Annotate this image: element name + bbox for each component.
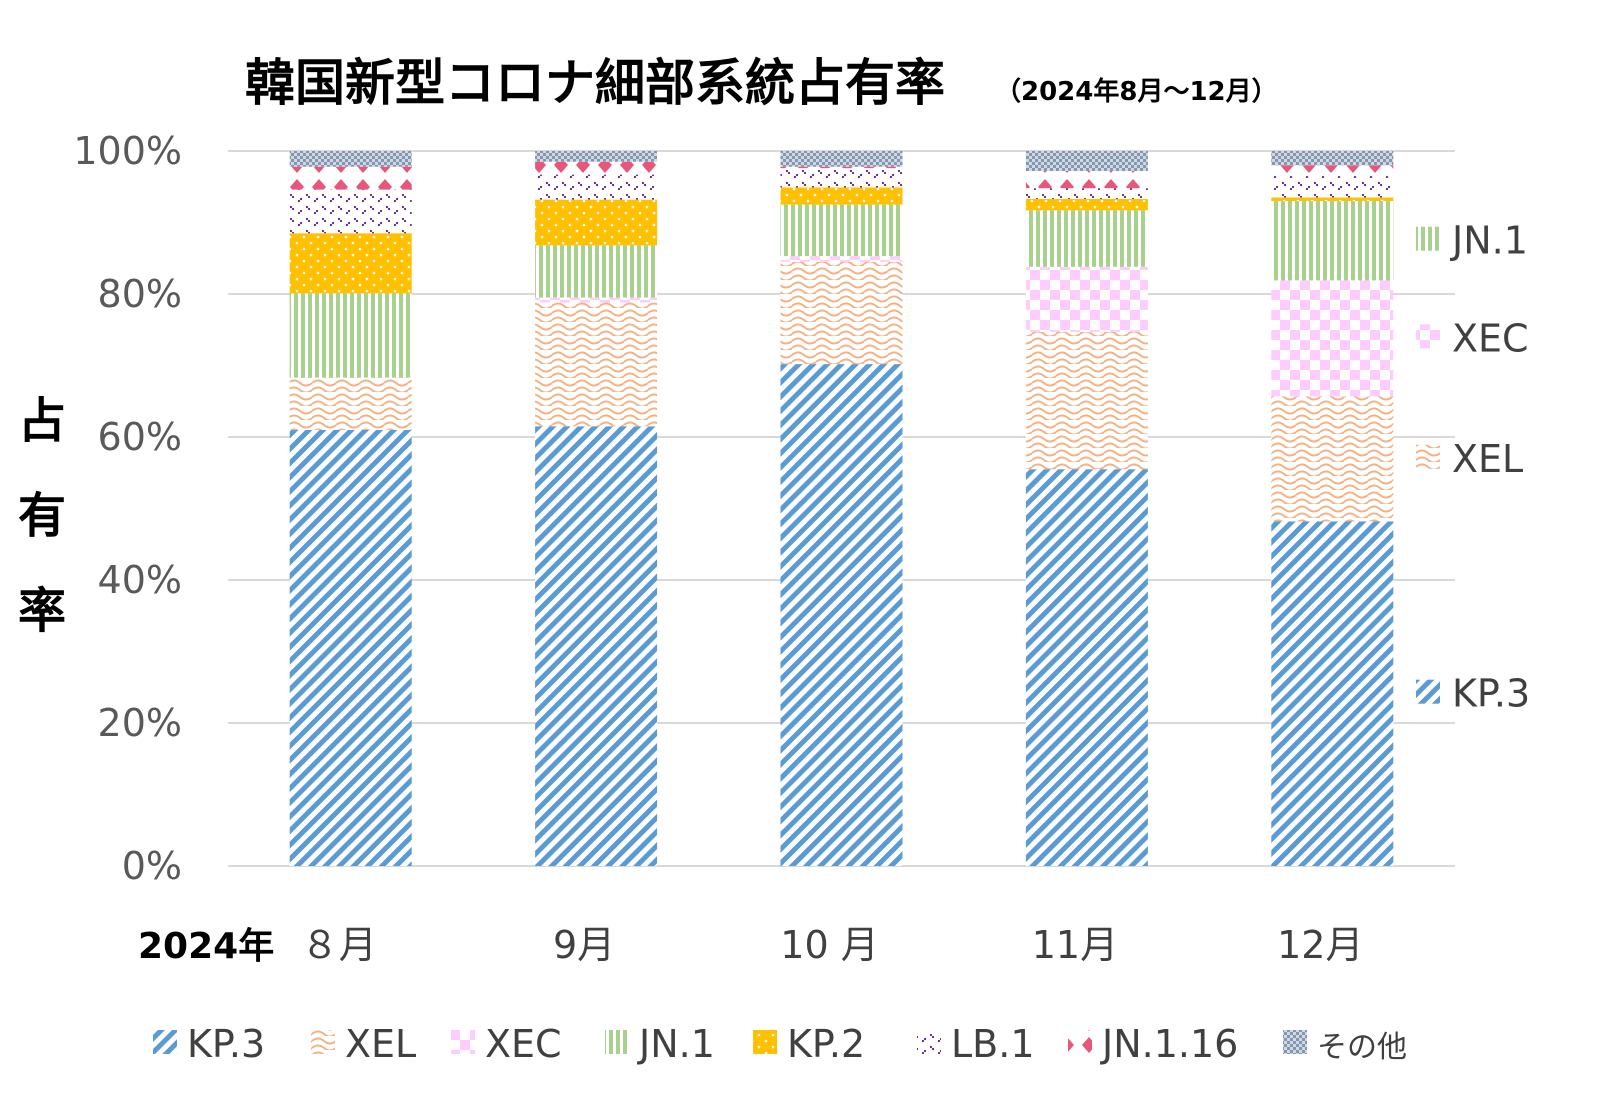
legend-label: JN.1 [637, 1022, 715, 1066]
bar-segment-kp-2 [535, 199, 658, 246]
bar-segment-jn-1 [535, 245, 658, 298]
bar-segment-xel [780, 261, 903, 365]
bar-segment-lb-1 [780, 168, 903, 188]
bar-segment-- [780, 151, 903, 167]
y-tick-labels: 0% 20% 40% 60% 80% 100% [73, 129, 182, 888]
end-labels: JN.1 XEC XEL KP.3 [1416, 219, 1530, 716]
bar-segment-- [1271, 151, 1394, 166]
legend-swatch [917, 1030, 941, 1054]
bar-segment-xec [535, 297, 658, 303]
x-tick-label: 11月 [1032, 923, 1118, 967]
y-axis-label-char: 占 [18, 393, 66, 449]
legend-label: その他 [1317, 1030, 1407, 1065]
bar-segment-kp-2 [780, 187, 903, 205]
legend-swatch [605, 1030, 629, 1054]
x-tick-labels: ８月 9月 10 月 11月 12月 [301, 923, 1364, 967]
y-tick-label: 60% [98, 415, 182, 459]
bar-segment-- [289, 151, 412, 167]
bar-segment-lb-1 [535, 174, 658, 200]
bar-segment-jn-1 [780, 204, 903, 257]
bars [289, 151, 1394, 866]
chart-subtitle: （2024年8月～12月） [995, 76, 1278, 107]
bar-segment-jn-1 [1025, 210, 1148, 267]
legend-label: KP.3 [187, 1022, 265, 1066]
legend-label: KP.2 [787, 1022, 865, 1066]
x-tick-label: 12月 [1277, 923, 1363, 967]
bar-segment-jn-1-16 [1271, 165, 1394, 177]
bar-segment-xel [1025, 331, 1148, 470]
bar-segment-xel [289, 377, 412, 430]
bar-segment-lb-1 [1025, 188, 1148, 199]
x-tick-label: 10 月 [780, 923, 878, 967]
end-label-text: XEL [1452, 437, 1523, 481]
bar-segment-jn-1-16 [535, 161, 658, 175]
bar-segment-xel [535, 302, 658, 427]
y-axis-label: 占有率 [18, 393, 66, 639]
x-tick-label: 9月 [553, 923, 615, 967]
legend-swatch [311, 1030, 335, 1054]
bar-segment-lb-1 [289, 189, 412, 234]
x-axis-year-prefix: 2024年 [138, 926, 274, 967]
bar-segment-xec [780, 256, 903, 262]
legend-swatch [153, 1030, 177, 1054]
bar-segment-jn-1-16 [780, 166, 903, 169]
bar-segment-xel [1271, 396, 1394, 522]
legend-swatch [451, 1030, 475, 1054]
bar-segment-lb-1 [1271, 176, 1394, 198]
bar-segment-jn-1 [289, 293, 412, 378]
bar-segment-- [1025, 151, 1148, 172]
end-label-text: XEC [1452, 316, 1529, 360]
legend-label: XEL [345, 1022, 416, 1066]
end-label-text: KP.3 [1452, 672, 1530, 716]
bar-segment-kp-3 [1025, 469, 1148, 866]
y-tick-label: 80% [98, 272, 182, 316]
y-axis-label-char: 率 [18, 583, 66, 639]
bar-segment-kp-3 [780, 364, 903, 866]
bar-segment-xec [1025, 266, 1148, 332]
bar-segment-kp-3 [289, 429, 412, 866]
bar-segment-kp-3 [1271, 521, 1394, 866]
bar-segment-kp-3 [535, 426, 658, 866]
legend: KP.3 XEL XEC JN.1 KP.2 LB.1 JN.1.16 その他 [153, 1022, 1407, 1066]
end-label-swatch [1416, 324, 1440, 349]
y-tick-label: 100% [73, 129, 182, 173]
bar-segment-kp-2 [289, 233, 412, 294]
legend-label: LB.1 [951, 1022, 1035, 1066]
legend-swatch [1068, 1030, 1092, 1054]
legend-swatch [1283, 1030, 1307, 1054]
y-tick-label: 40% [98, 558, 182, 602]
bar-segment-- [535, 151, 658, 162]
chart-title: 韓国新型コロナ細部系統占有率 [245, 54, 945, 112]
bar-segment-kp-2 [1025, 198, 1148, 211]
y-axis-label-char: 有 [18, 488, 66, 544]
x-tick-label: ８月 [301, 923, 377, 967]
bar-segment-jn-1 [1271, 201, 1394, 281]
legend-label: JN.1.16 [1100, 1022, 1238, 1066]
bar-segment-jn-1-16 [1025, 171, 1148, 189]
bar-segment-jn-1-16 [289, 166, 412, 190]
end-label-swatch [1416, 444, 1440, 469]
y-tick-label: 0% [122, 844, 182, 888]
legend-label: XEC [485, 1022, 562, 1066]
end-label-swatch [1416, 679, 1440, 704]
legend-swatch [753, 1030, 777, 1054]
end-label-text: JN.1 [1450, 219, 1528, 263]
bar-segment-kp-2 [1271, 197, 1394, 202]
end-label-swatch [1416, 226, 1440, 251]
bar-segment-xec [1271, 280, 1394, 397]
y-tick-label: 20% [98, 701, 182, 745]
